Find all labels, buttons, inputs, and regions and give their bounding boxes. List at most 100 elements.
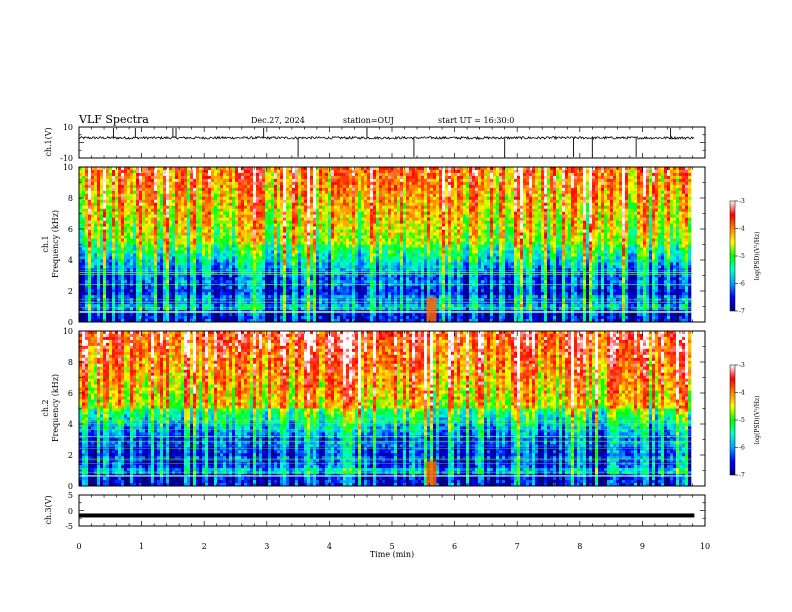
spectrogram-cell	[481, 220, 485, 224]
spectrogram-cell	[211, 184, 215, 189]
spectrogram-cell	[241, 235, 245, 239]
spectrogram-cell	[277, 184, 281, 189]
spectrogram-cell	[400, 223, 404, 227]
spectrogram-cell	[565, 169, 569, 174]
spectrogram-cell	[655, 172, 659, 177]
spectrogram-cell	[232, 187, 236, 192]
spectrogram-cell	[406, 199, 410, 204]
spectrogram-cell	[643, 205, 647, 210]
spectrogram-cell	[649, 169, 653, 174]
spectrogram-cell	[442, 193, 446, 198]
spectrogram-cell	[502, 217, 506, 221]
spectrogram-cell	[94, 232, 98, 236]
spectrogram-cell	[319, 214, 323, 218]
spectrogram-cell	[316, 199, 320, 204]
spectrogram-cell	[328, 232, 332, 236]
spectrogram-cell	[373, 223, 377, 227]
spectrogram-cell	[118, 196, 122, 201]
spectrogram-cell	[388, 178, 392, 183]
spectrogram-cell	[535, 202, 539, 207]
spectrogram-cell	[568, 223, 572, 227]
spectrogram-cell	[499, 175, 503, 180]
spectrogram-cell	[367, 190, 371, 195]
spectrogram-cell	[433, 199, 437, 204]
spectrogram-cell	[529, 187, 533, 192]
spectrogram-cell	[205, 199, 209, 204]
spectrogram-cell	[394, 202, 398, 207]
spectrogram-cell	[607, 232, 611, 236]
spectrogram-cell	[331, 172, 335, 177]
spectrogram-cell	[301, 181, 305, 186]
spectrogram-cell	[553, 196, 557, 201]
spectrogram-cell	[244, 190, 248, 195]
spectrogram-cell	[457, 223, 461, 227]
spectrogram-cell	[208, 217, 212, 221]
spectrogram-cell	[622, 223, 626, 227]
spectrogram-cell	[673, 181, 677, 186]
spectrogram-cell	[412, 193, 416, 198]
spectrogram-cell	[148, 211, 152, 215]
spectrogram-cell	[565, 223, 569, 227]
spectrogram-cell	[220, 181, 224, 186]
spectrogram-cell	[625, 190, 629, 195]
spectrogram-cell	[247, 172, 251, 177]
spectrogram-cell	[628, 184, 632, 189]
spectrogram-cell	[679, 226, 683, 230]
spectrogram-cell	[214, 181, 218, 186]
spectrogram-cell	[241, 232, 245, 236]
spectrogram-cell	[547, 167, 551, 171]
spectrogram-cell	[439, 167, 443, 171]
spectrogram-cell	[574, 229, 578, 233]
spectrogram-cell	[436, 223, 440, 227]
spectrogram-cell	[292, 217, 296, 221]
spectrogram-cell	[580, 217, 584, 221]
spectrogram-cell	[463, 169, 467, 174]
spectrogram-cell	[544, 232, 548, 236]
spectrogram-cell	[433, 208, 437, 213]
spectrogram-cell	[466, 175, 470, 180]
spectrogram-cell	[148, 181, 152, 186]
spectrogram-cell	[688, 169, 692, 174]
spectrogram-cell	[172, 229, 176, 233]
spectrogram-cell	[211, 181, 215, 186]
spectrogram-cell	[361, 229, 365, 233]
spectrogram-cell	[349, 202, 353, 207]
spectrogram-cell	[241, 184, 245, 189]
spectrogram-cell	[364, 226, 368, 230]
spectrogram-cell	[529, 199, 533, 204]
spectrogram-cell	[190, 232, 194, 236]
spectrogram-cell	[460, 220, 464, 224]
spectrogram-cell	[109, 184, 113, 189]
spectrogram-cell	[520, 229, 524, 233]
spectrogram-cell	[499, 229, 503, 233]
spectrogram-cell	[151, 208, 155, 213]
spectrogram-cell	[190, 196, 194, 201]
spectrogram-cell	[553, 187, 557, 192]
spectrogram-cell	[244, 175, 248, 180]
spectrogram-cell	[394, 167, 398, 171]
spectrogram-cell	[88, 190, 92, 195]
spectrogram-cell	[325, 190, 329, 195]
spectrogram-cell	[649, 178, 653, 183]
spectrogram-cell	[631, 193, 635, 198]
spectrogram-cell	[439, 211, 443, 215]
spectrogram-cell	[265, 178, 269, 183]
spectrogram-cell	[508, 208, 512, 213]
spectrogram-cell	[163, 220, 167, 224]
spectrogram-cell	[268, 217, 272, 221]
spectrogram-cell	[562, 235, 566, 239]
spectrogram-cell	[373, 214, 377, 218]
spectrogram-cell	[112, 214, 116, 218]
spectrogram-cell	[487, 229, 491, 233]
spectrogram-cell	[133, 187, 137, 192]
spectrogram-cell	[202, 181, 206, 186]
spectrogram-cell	[658, 187, 662, 192]
spectrogram-cell	[292, 211, 296, 215]
spectrogram-cell	[232, 229, 236, 233]
spectrogram-cell	[427, 232, 431, 236]
spectrogram-cell	[421, 196, 425, 201]
spectrogram-cell	[382, 235, 386, 239]
spectrogram-cell	[550, 199, 554, 204]
spectrogram-cell	[199, 184, 203, 189]
spectrogram-cell	[568, 190, 572, 195]
